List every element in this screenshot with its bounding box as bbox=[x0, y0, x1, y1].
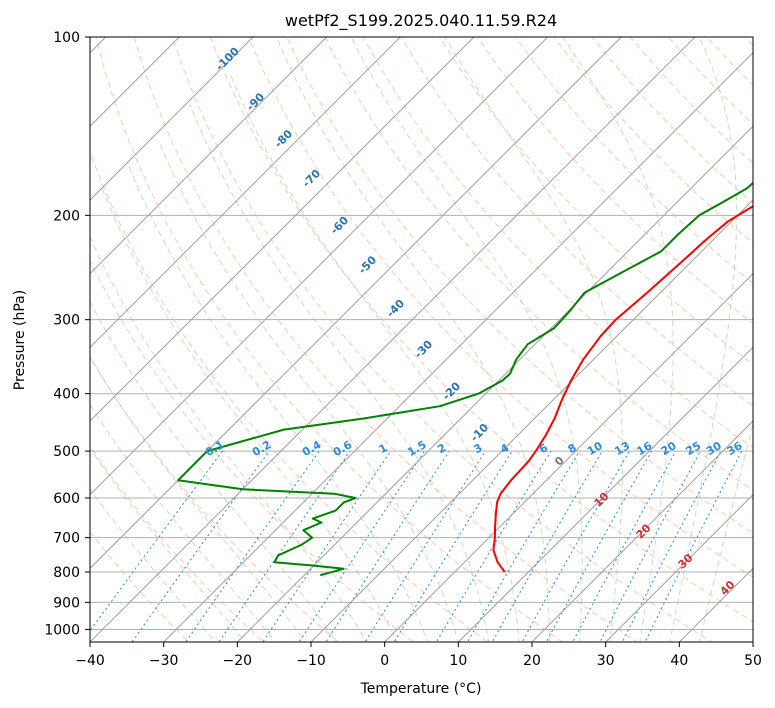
moist-adiabat-line bbox=[699, 421, 753, 642]
isotherms bbox=[90, 37, 753, 642]
profile-series bbox=[177, 181, 753, 577]
dry-adiabat-line bbox=[209, 37, 753, 623]
x-tick-label: −20 bbox=[223, 653, 253, 669]
mixing-ratio-line bbox=[644, 450, 743, 642]
mixing-ratio-line bbox=[393, 450, 513, 642]
x-tick-label: 50 bbox=[744, 653, 762, 669]
isotherm-line bbox=[90, 37, 475, 422]
isotherm-line bbox=[531, 420, 753, 642]
dry-adiabat-line bbox=[90, 356, 340, 642]
y-tick-label: 900 bbox=[53, 595, 80, 611]
mixing-ratio-line bbox=[364, 450, 486, 642]
moist-adiabat-line bbox=[90, 403, 276, 642]
y-tick-label: 600 bbox=[53, 491, 80, 507]
x-tick-label: −40 bbox=[75, 653, 105, 669]
moist-adiabat-line bbox=[229, 72, 520, 642]
moist-adiabat-line bbox=[90, 488, 216, 642]
moist-adiabat-line bbox=[444, 37, 624, 642]
dry-adiabat-line bbox=[133, 37, 638, 642]
dry-adiabat-line bbox=[90, 445, 265, 642]
moist-adiabat-line bbox=[90, 300, 337, 642]
x-tick-label: 30 bbox=[597, 653, 615, 669]
isotherm-line bbox=[162, 51, 753, 642]
moist-adiabat-line bbox=[128, 165, 429, 642]
moist-adiabat-line bbox=[158, 141, 459, 642]
mixing-ratio-line bbox=[572, 450, 677, 642]
moist-adiabats bbox=[90, 37, 753, 642]
dry-adiabat-line bbox=[477, 37, 753, 325]
mixing-ratio-line bbox=[621, 450, 722, 642]
moist-adiabat-line bbox=[101, 188, 398, 642]
y-tick-label: 200 bbox=[53, 208, 80, 224]
isotherm-line bbox=[457, 346, 753, 642]
mixing-ratio-line bbox=[435, 450, 552, 642]
x-tick-label: −10 bbox=[296, 653, 326, 669]
moist-adiabat-line bbox=[562, 37, 674, 642]
x-tick-label: 10 bbox=[449, 653, 467, 669]
plot-area: 0.1 0.2 0.4 0.6 1 1.5 2 3 4 6 8 10 13 16 20 25 30 36-100-… bbox=[90, 37, 753, 642]
isotherm-line bbox=[90, 37, 254, 201]
y-axis-title: Pressure (hPa) bbox=[12, 290, 28, 390]
x-axis-title: Temperature (°C) bbox=[360, 681, 482, 697]
mixing-ratio-line bbox=[466, 450, 580, 642]
moist-adiabat-line bbox=[90, 355, 307, 642]
isotherm-line bbox=[236, 125, 753, 642]
mixing-ratio-line bbox=[599, 450, 701, 642]
moist-adiabat-line bbox=[350, 37, 583, 642]
y-tick-label: 500 bbox=[53, 444, 80, 460]
y-tick-label: 100 bbox=[53, 30, 80, 46]
isotherm-line bbox=[604, 493, 753, 642]
dry-adiabat-line bbox=[171, 37, 713, 642]
dry-adiabat-line bbox=[90, 531, 190, 642]
dewpoint-profile-line bbox=[177, 181, 753, 577]
temperature-profile-line bbox=[492, 205, 753, 573]
y-tick-label: 800 bbox=[53, 565, 80, 581]
gridlines bbox=[90, 37, 753, 630]
y-tick-label: 1000 bbox=[44, 622, 80, 638]
isotherm-line bbox=[90, 37, 549, 496]
dry-adiabat-line bbox=[95, 37, 564, 642]
y-tick-label: 700 bbox=[53, 531, 80, 547]
chart-title: wetPf2_S199.2025.040.11.59.R24 bbox=[285, 11, 557, 31]
mixing-ratio-line bbox=[90, 450, 223, 632]
plot-frame bbox=[89, 36, 754, 643]
isotherm-line bbox=[90, 37, 402, 349]
moist-adiabat-line bbox=[189, 104, 490, 642]
isotherm-line bbox=[90, 37, 328, 275]
axes: −40 −30 −20 −10 0 10 20 30 40 50 1000 900 800 700 600 5… bbox=[44, 30, 762, 669]
mixing-ratio-line bbox=[298, 450, 425, 642]
mixing-ratio-lines bbox=[90, 450, 743, 642]
mixing-ratio-line bbox=[325, 450, 450, 642]
dry-adiabat-line bbox=[90, 259, 414, 642]
x-tick-label: −30 bbox=[149, 653, 179, 669]
mixing-ratio-line bbox=[131, 450, 270, 642]
y-tick-label: 300 bbox=[53, 313, 80, 329]
isotherm-line bbox=[90, 37, 623, 570]
moist-adiabat-line bbox=[90, 235, 367, 642]
y-tick-label: 400 bbox=[53, 387, 80, 403]
x-tick-label: 40 bbox=[670, 653, 688, 669]
moist-adiabat-line bbox=[275, 37, 550, 642]
isotherm-line bbox=[310, 199, 753, 642]
isotherm-line bbox=[90, 37, 696, 642]
moist-adiabat-line bbox=[669, 37, 738, 642]
dry-adiabat-line bbox=[400, 37, 753, 407]
dry-adiabat-line bbox=[286, 37, 753, 534]
moist-adiabat-line bbox=[90, 447, 246, 642]
dry-adiabat-line bbox=[248, 37, 753, 578]
isotherm-line bbox=[383, 272, 753, 642]
mixing-ratio-line bbox=[185, 450, 320, 642]
x-tick-label: 0 bbox=[380, 653, 389, 669]
x-tick-label: 20 bbox=[523, 653, 541, 669]
